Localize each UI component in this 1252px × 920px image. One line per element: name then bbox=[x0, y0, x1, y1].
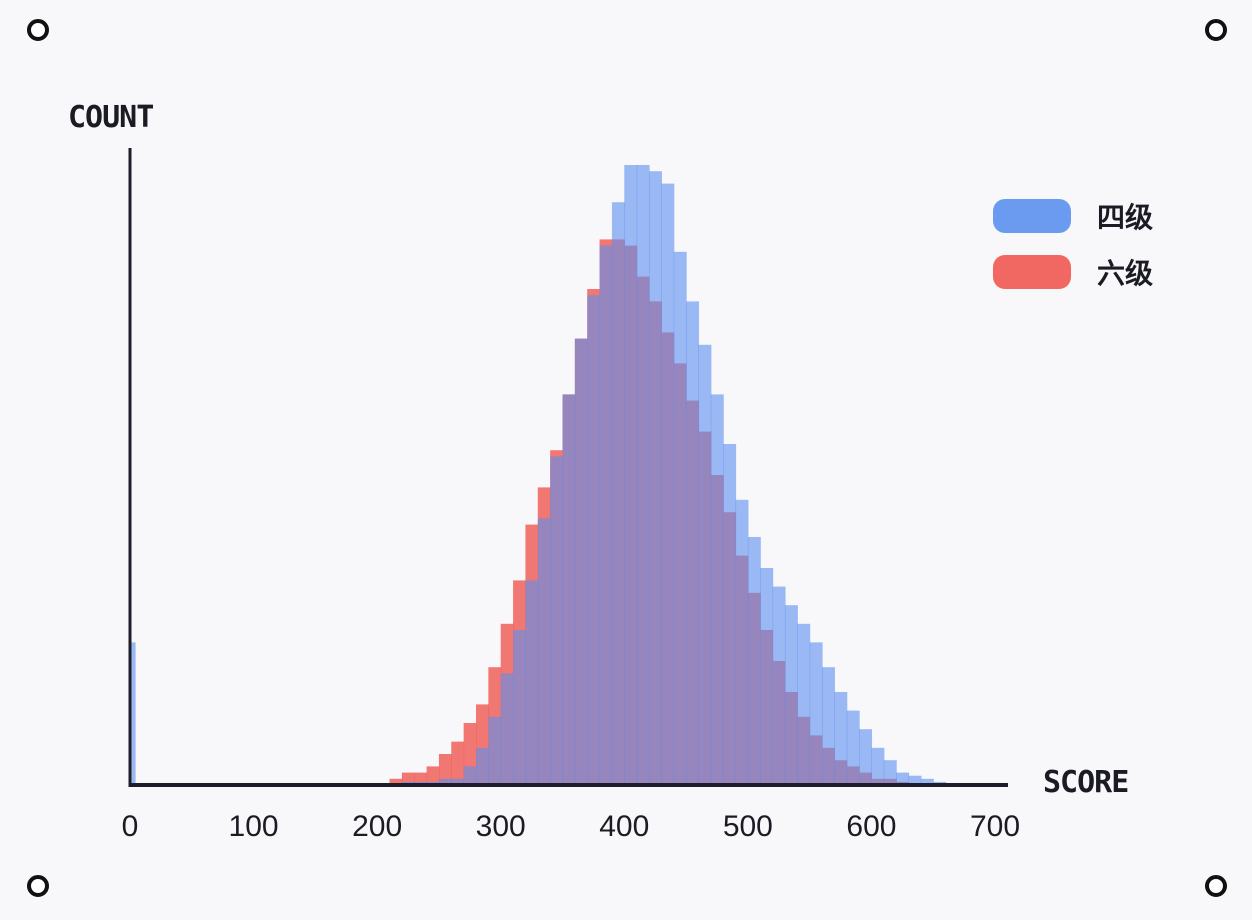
histogram-bar bbox=[920, 778, 934, 785]
x-axis-label: SCORE bbox=[1043, 765, 1129, 800]
histogram-bar bbox=[760, 568, 774, 785]
histogram-bar bbox=[896, 772, 910, 785]
histogram-bar bbox=[451, 741, 465, 785]
y-axis-label: COUNT bbox=[68, 100, 154, 135]
histogram-bar bbox=[550, 456, 564, 785]
histogram-bar bbox=[500, 673, 514, 785]
histogram-bar bbox=[463, 766, 477, 785]
corner-marker bbox=[1205, 19, 1227, 41]
histogram-bar bbox=[537, 518, 551, 785]
histogram-bar bbox=[871, 747, 885, 785]
legend-item-cet4: 四级 bbox=[993, 196, 1153, 236]
x-tick-label: 300 bbox=[475, 810, 526, 843]
histogram-bar bbox=[599, 245, 613, 786]
histogram-bar bbox=[809, 642, 823, 785]
legend-label: 六级 bbox=[1097, 257, 1154, 290]
histogram-bar bbox=[476, 747, 489, 785]
histogram-bar bbox=[574, 338, 588, 785]
histogram-bar bbox=[673, 251, 687, 786]
legend-swatch-blue bbox=[993, 199, 1071, 233]
histogram-bar bbox=[562, 394, 576, 785]
histogram-bar bbox=[846, 710, 860, 785]
histogram-bar bbox=[723, 444, 737, 785]
histogram-bar bbox=[451, 778, 465, 785]
legend-swatch-red bbox=[993, 255, 1071, 289]
histogram-bar bbox=[488, 716, 502, 785]
corner-marker bbox=[1205, 875, 1227, 897]
histogram-bar bbox=[797, 623, 811, 785]
x-tick-label: 0 bbox=[121, 810, 139, 843]
x-tick-label: 100 bbox=[228, 810, 279, 843]
histogram-bar bbox=[686, 301, 700, 785]
histogram-bar bbox=[859, 729, 873, 785]
histogram-bar bbox=[131, 642, 136, 785]
corner-marker bbox=[27, 19, 49, 41]
histogram-bar bbox=[438, 778, 452, 785]
histogram-bar bbox=[525, 580, 539, 785]
histogram-bar bbox=[747, 537, 761, 785]
histogram-bar bbox=[784, 605, 798, 785]
corner-marker bbox=[27, 875, 49, 897]
histogram-bar bbox=[661, 183, 675, 786]
legend-label: 四级 bbox=[1097, 201, 1154, 234]
histogram-bar bbox=[735, 499, 749, 785]
histogram-bar bbox=[624, 165, 638, 785]
histogram-bar bbox=[908, 775, 922, 785]
x-tick-label: 700 bbox=[969, 810, 1021, 843]
histogram-bar bbox=[438, 754, 452, 785]
x-tick-label: 400 bbox=[599, 810, 650, 843]
histogram-bar bbox=[883, 760, 897, 785]
histogram-bar bbox=[611, 202, 625, 785]
histogram-bar bbox=[389, 778, 403, 785]
x-tick-label: 200 bbox=[352, 810, 403, 843]
x-tick-label: 600 bbox=[846, 810, 897, 843]
x-tick-label: 500 bbox=[722, 810, 773, 843]
histogram-bar bbox=[636, 165, 650, 785]
histogram-bar bbox=[772, 586, 786, 785]
histogram-bar bbox=[513, 630, 527, 785]
histogram-bar bbox=[822, 667, 835, 785]
histogram-bar bbox=[710, 394, 724, 785]
histogram-bar bbox=[834, 692, 848, 785]
histogram-bar bbox=[426, 766, 440, 785]
histogram-bar bbox=[698, 344, 712, 785]
histogram-bar bbox=[587, 295, 601, 785]
legend-item-cet6: 六级 bbox=[993, 252, 1153, 292]
histogram-bar bbox=[649, 171, 662, 785]
